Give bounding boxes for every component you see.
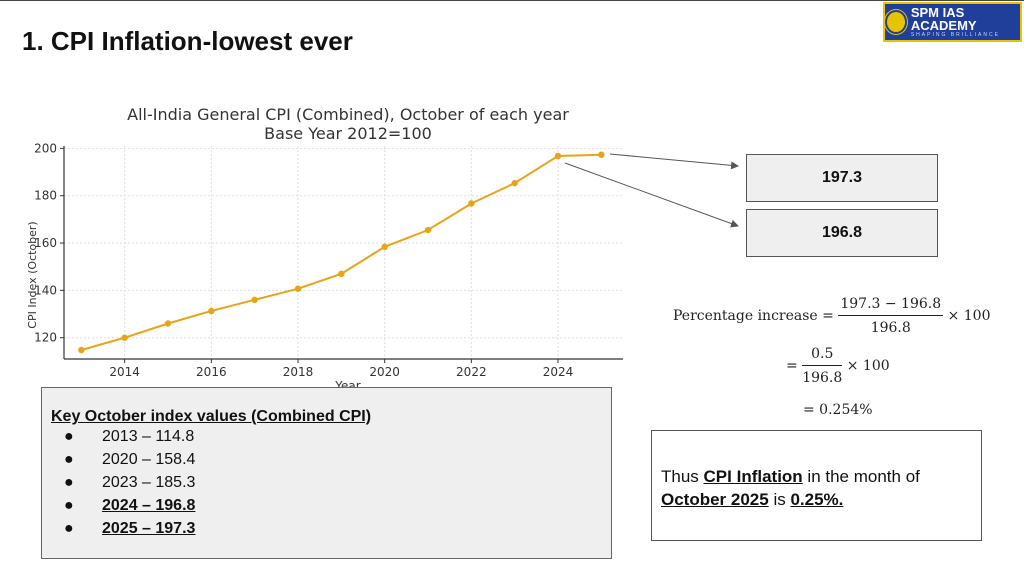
slide-title: 1. CPI Inflation-lowest ever — [22, 26, 353, 56]
callout-2024-value: 196.8 — [746, 209, 938, 257]
data-point-2015 — [164, 320, 172, 327]
conclusion-text: Thus — [661, 467, 704, 486]
emblem-icon — [884, 9, 908, 35]
formula-line-2: = 0.5 196.8 × 100 — [786, 346, 890, 386]
y-tick-label: 180 — [34, 189, 57, 203]
conclusion-box: Thus CPI Inflation in the month of Octob… — [651, 430, 982, 541]
chart-title: All-India General CPI (Combined), Octobe… — [127, 105, 569, 124]
callout-2025-value: 197.3 — [746, 154, 938, 202]
chart-subtitle: Base Year 2012=100 — [264, 124, 432, 143]
formula-times: × 100 — [947, 308, 991, 324]
key-item-text: 2025 – 197.3 — [102, 520, 196, 537]
formula-line-1: Percentage increase = 197.3 − 196.8 196.8… — [673, 296, 991, 336]
data-point-2017 — [251, 296, 258, 304]
formula-denominator: 196.8 — [870, 320, 911, 336]
data-point-2020 — [381, 243, 388, 251]
data-point-2016 — [208, 307, 215, 315]
data-point-2024 — [554, 152, 562, 160]
arrow-2024 — [564, 162, 739, 228]
data-point-2019 — [338, 270, 345, 277]
cpi-chart: All-India General CPI (Combined), Octobe… — [20, 80, 632, 393]
x-tick-label: 2022 — [456, 365, 487, 379]
y-axis-label: CPI Index (October) — [26, 221, 39, 328]
y-tick-label: 160 — [34, 236, 57, 250]
formula-denominator-2: 196.8 — [802, 370, 843, 386]
bullet-icon: ● — [64, 428, 74, 445]
formula-times-2: × 100 — [846, 358, 890, 374]
x-tick-label: 2018 — [283, 365, 314, 379]
key-item-text: 2024 – 196.8 — [102, 497, 196, 514]
conclusion-cpi: CPI Inflation — [703, 467, 803, 486]
data-point-2023 — [511, 179, 518, 187]
conclusion-value: 0.25%. — [790, 490, 844, 509]
conclusion-text: is — [768, 490, 791, 509]
data-point-2021 — [424, 226, 432, 234]
y-tick-label: 140 — [34, 283, 57, 297]
x-tick-label: 2016 — [196, 365, 227, 379]
bullet-icon: ● — [64, 451, 74, 468]
bullet-icon: ● — [64, 474, 74, 491]
bullet-icon: ● — [64, 520, 74, 537]
key-item-text: 2023 – 185.3 — [102, 474, 196, 491]
arrow-2025 — [609, 153, 739, 170]
formula-equals: = — [786, 358, 798, 374]
logo-text: SPM IAS ACADEMY — [910, 5, 977, 33]
x-tick-label: 2020 — [369, 365, 400, 379]
bullet-icon: ● — [64, 497, 74, 514]
key-values-box: Key October index values (Combined CPI) … — [41, 387, 612, 559]
x-tick-label: 2024 — [543, 365, 574, 379]
data-point-2025 — [598, 151, 605, 158]
formula-result: = 0.254% — [803, 402, 873, 418]
logo: SPM IAS ACADEMY SHAPING BRILLIANCE — [883, 2, 1022, 42]
key-heading: Key October index values (Combined CPI) — [51, 408, 372, 425]
formula-numerator-2: 0.5 — [802, 346, 843, 366]
conclusion-month: October 2025 — [661, 490, 769, 509]
data-point-2022 — [468, 200, 475, 207]
key-item-text: 2020 – 158.4 — [102, 451, 196, 468]
formula-label: Percentage increase = — [673, 308, 834, 324]
x-tick-label: 2014 — [109, 365, 140, 379]
logo-tagline: SHAPING BRILLIANCE — [910, 32, 1000, 38]
chart-svg: All-India General CPI (Combined), Octobe… — [26, 105, 623, 393]
conclusion-text: in the month of — [802, 467, 920, 486]
y-tick-label: 200 — [34, 141, 57, 155]
y-tick-label: 120 — [34, 331, 57, 345]
data-point-2013 — [78, 346, 85, 354]
key-item-text: 2013 – 114.8 — [102, 428, 195, 445]
formula-numerator: 197.3 − 196.8 — [838, 296, 944, 316]
data-point-2014 — [121, 334, 128, 341]
data-point-2018 — [294, 285, 302, 292]
top-border — [0, 0, 1024, 1]
